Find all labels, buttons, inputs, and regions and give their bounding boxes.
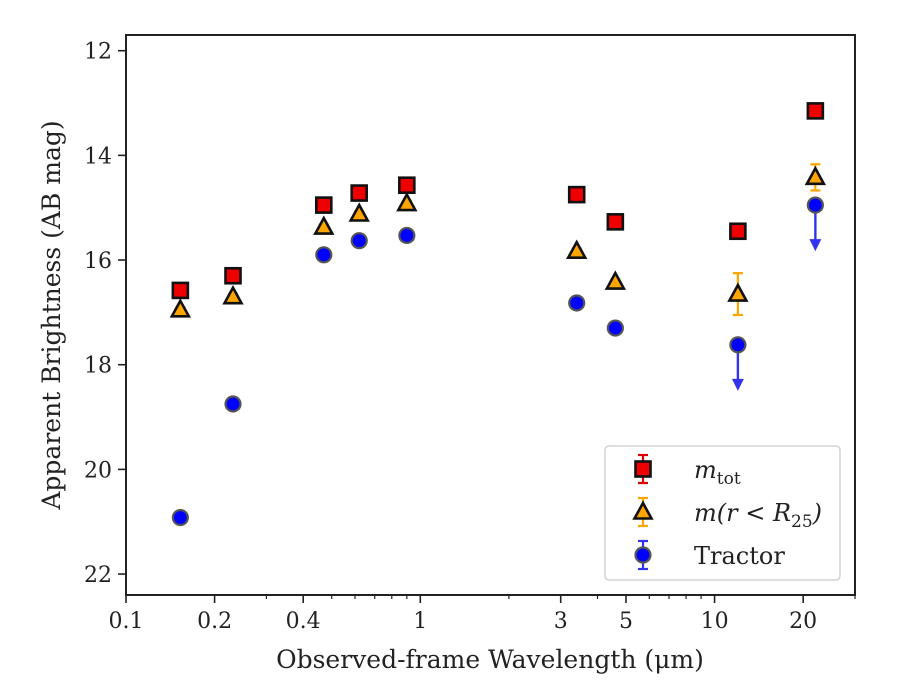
data-point (222, 284, 244, 305)
upper-limit-arrowhead (731, 378, 744, 391)
data-point (398, 176, 416, 195)
data-point (727, 282, 749, 302)
legend-item-m-r25: m(r < R25) (632, 496, 822, 532)
x-axis-label: Observed-frame Wavelength (μm) (276, 645, 704, 674)
legend-label: mtot (694, 456, 741, 489)
data-point (315, 246, 333, 264)
plot-frame (125, 34, 856, 596)
y-tick-label: 18 (84, 354, 112, 379)
x-tick-label: 20 (789, 609, 817, 634)
x-tick-label: 3 (554, 609, 568, 634)
legend-box (604, 445, 841, 581)
legend-item-m-tot: mtot (634, 453, 741, 489)
x-tick-label: 0.1 (109, 609, 144, 634)
x-tick-label: 10 (701, 609, 729, 634)
legend-marker (634, 546, 652, 564)
data-point (314, 196, 333, 214)
x-tick-label: 0.2 (197, 609, 232, 634)
x-tick-label: 5 (619, 609, 633, 634)
data-point (350, 184, 368, 202)
x-tick-label: 1 (413, 609, 427, 634)
y-tick-label: 22 (84, 563, 112, 588)
data-point (348, 202, 370, 222)
data-point (806, 196, 824, 214)
legend-label: m(r < R25) (694, 499, 822, 532)
data-point (604, 270, 627, 290)
y-axis-label: Apparent Brightness (AB mag) (37, 120, 66, 510)
data-point (224, 395, 242, 413)
y-tick-label: 20 (84, 458, 112, 483)
legend-item-tractor: Tractor (634, 539, 785, 571)
x-tick-label: 0.4 (286, 609, 321, 634)
data-point (606, 213, 625, 231)
data-layer (169, 102, 827, 527)
y-tick-label: 16 (84, 249, 112, 274)
data-point (313, 215, 335, 235)
data-point (396, 191, 418, 212)
data-point (567, 185, 586, 204)
data-point (566, 239, 588, 259)
data-point (729, 222, 747, 241)
series-m-r25 (169, 163, 827, 318)
data-point (606, 319, 624, 337)
data-point (804, 165, 827, 186)
data-point (568, 294, 586, 312)
data-point (398, 226, 416, 245)
series-m-tot (171, 102, 825, 300)
y-tick-label: 14 (84, 144, 112, 169)
data-point (169, 298, 192, 318)
legend-label: Tractor (694, 542, 785, 570)
data-point (171, 508, 189, 527)
data-point (806, 102, 825, 120)
legend-marker (632, 500, 654, 520)
data-point (729, 336, 747, 354)
upper-limit-arrowhead (809, 239, 822, 252)
legend: mtot m(r < R25) Tractor (604, 445, 841, 581)
legend-marker (634, 460, 652, 478)
data-point (224, 266, 242, 285)
data-point (171, 281, 190, 300)
series-tractor (171, 196, 824, 527)
y-tick-label: 12 (84, 40, 112, 65)
axes-layer: 0.1 0.2 0.4 1 3 5 10 20 12 14 16 18 20 22 (84, 40, 856, 634)
data-point (350, 232, 368, 250)
